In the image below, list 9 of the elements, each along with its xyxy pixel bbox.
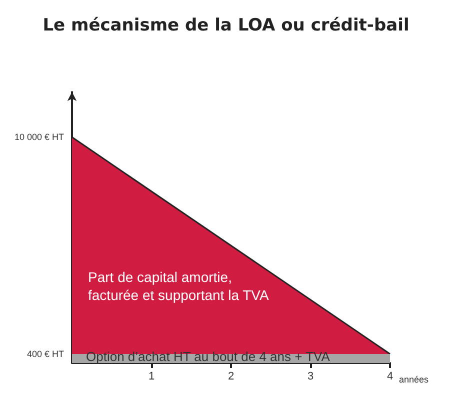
chart-title: Le mécanisme de la LOA ou crédit-bail [42,16,410,36]
annotation: Part de capital amortie, facturée et supportant la TVA [88,269,270,304]
x-axis-title: années [398,374,429,384]
x-tick-label: 3 [307,370,314,382]
y-tick-label: 10 000 € HT [14,132,64,142]
x-tick-label: 1 [148,370,155,382]
y-tick-label: 400 € HT [26,348,64,359]
x-tick-label: 4 [386,370,394,382]
x-tick-label: 2 [228,370,234,382]
